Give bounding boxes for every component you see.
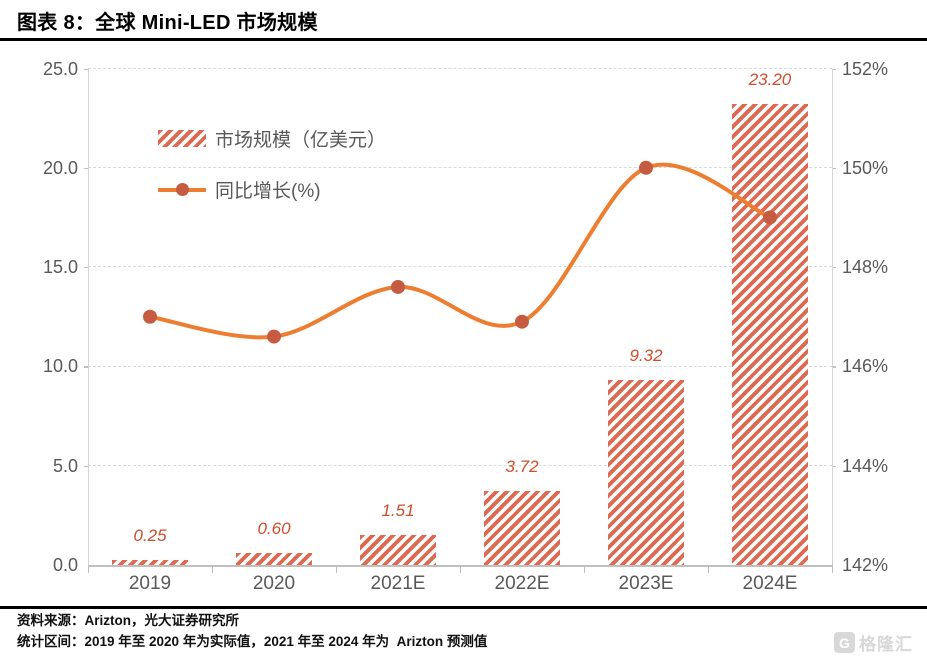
line-data-point-marker xyxy=(515,314,529,329)
note-text: 统计区间：2019 年至 2020 年为实际值，2021 年至 2024 年为 … xyxy=(17,634,488,649)
bar-value-label: 23.20 xyxy=(748,70,792,90)
y-axis-left-tick-label: 10.0 xyxy=(42,356,78,377)
bar-value-label: 0.25 xyxy=(133,526,167,546)
y-axis-tick xyxy=(84,167,88,170)
x-axis-tick xyxy=(832,566,834,573)
x-axis-line xyxy=(88,565,833,567)
footer-divider xyxy=(0,606,927,609)
legend-label: 同比增长(%) xyxy=(215,180,321,202)
bar-2019 xyxy=(112,560,188,565)
bar-value-label: 0.60 xyxy=(257,519,291,539)
x-axis-tick xyxy=(88,566,90,573)
y-axis-tick xyxy=(84,465,88,468)
x-axis-tick xyxy=(708,566,710,573)
y-axis-left-tick-label: 15.0 xyxy=(42,257,78,278)
logo-text: 格隆汇 xyxy=(859,635,913,654)
bar-2022E xyxy=(484,491,560,565)
gridline xyxy=(88,365,832,367)
y-axis-right-line xyxy=(832,68,834,565)
x-axis-label: 2019 xyxy=(128,573,172,594)
y-axis-left-line xyxy=(88,68,90,565)
gridline xyxy=(88,67,832,69)
y-axis-left-tick-label: 5.0 xyxy=(52,455,78,476)
source-text: 资料来源：Arizton，光大证券研究所 xyxy=(17,613,239,628)
gridline xyxy=(88,266,832,268)
y-axis-right-tick-label: 150% xyxy=(842,157,889,178)
x-axis-label: 2020 xyxy=(252,573,296,594)
y-axis-right-tick-label: 142% xyxy=(842,555,889,575)
x-axis-label: 2023E xyxy=(618,573,674,594)
y-axis-right-tick-label: 148% xyxy=(842,257,889,278)
legend-label: 市场规模（亿美元） xyxy=(215,129,387,151)
bar-2021E xyxy=(360,535,436,565)
y-axis-left-tick-label: 25.0 xyxy=(42,58,78,79)
x-axis-tick xyxy=(460,566,462,573)
legend-item-yoy-growth: 同比增长(%) xyxy=(158,179,321,202)
x-axis-label: 2024E xyxy=(742,573,798,594)
gridline xyxy=(88,167,832,168)
y-axis-left-tick-label: 0.0 xyxy=(52,555,78,575)
y-axis-right-tick-label: 152% xyxy=(842,58,889,79)
y-axis-tick xyxy=(832,465,836,468)
title-divider xyxy=(0,38,927,41)
y-axis-right-tick-label: 144% xyxy=(842,455,889,476)
bar-value-label: 9.32 xyxy=(629,345,663,365)
x-axis-tick xyxy=(584,566,586,573)
gridline xyxy=(88,464,832,466)
hatched-bar-swatch-icon xyxy=(158,129,206,147)
y-axis-tick xyxy=(84,267,88,269)
y-axis-tick xyxy=(832,68,836,70)
line-marker-swatch-icon xyxy=(158,181,206,198)
line-data-point-marker xyxy=(143,309,157,324)
y-axis-tick xyxy=(832,366,836,368)
y-axis-tick xyxy=(832,267,836,269)
page-title: 图表 8：全球 Mini-LED 市场规模 xyxy=(17,12,318,34)
x-axis-tick xyxy=(212,566,214,573)
logo-g-icon: G xyxy=(834,632,855,653)
y-axis-left-tick-label: 20.0 xyxy=(42,157,78,178)
bar-value-label: 1.51 xyxy=(381,501,415,520)
y-axis-tick xyxy=(84,366,88,368)
x-axis-label: 2022E xyxy=(494,573,550,594)
line-data-point-marker xyxy=(267,329,281,344)
line-data-point-marker xyxy=(391,279,405,294)
y-axis-tick xyxy=(84,68,88,70)
bar-2023E xyxy=(608,379,684,565)
x-axis-tick xyxy=(336,566,338,573)
y-axis-right-tick-label: 146% xyxy=(842,356,889,377)
bar-2020 xyxy=(236,553,312,565)
y-axis-tick xyxy=(832,167,836,170)
x-axis-label: 2021E xyxy=(370,573,426,594)
legend-item-market-size: 市场规模（亿美元） xyxy=(158,128,386,151)
gelonghui-logo: G 格隆汇 xyxy=(834,630,913,655)
bar-2024E xyxy=(732,104,808,565)
bar-value-label: 3.72 xyxy=(505,457,539,477)
